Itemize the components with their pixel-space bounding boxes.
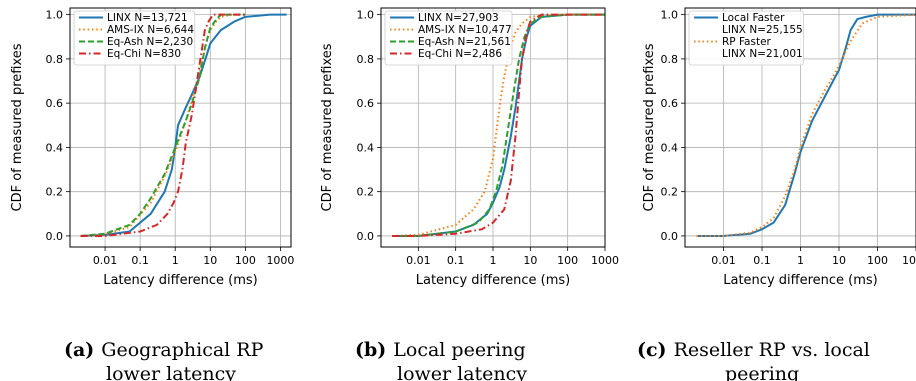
x-tick-label: 1000 <box>266 254 294 267</box>
legend-label-4: Eq-Chi N=2,486 <box>418 48 502 60</box>
y-axis-label: CDF of measured prefixes <box>642 43 657 211</box>
y-tick-label: 1.0 <box>661 9 679 22</box>
legend-label-1: LINX N=13,721 <box>107 12 188 24</box>
legend <box>384 10 513 66</box>
caption-letter: (b) <box>355 339 386 361</box>
x-tick-label: 1 <box>490 254 497 267</box>
y-tick-label: 0.4 <box>661 141 679 154</box>
series-line-4 <box>80 13 246 237</box>
caption-line-2: peering <box>725 363 799 381</box>
series-line-3 <box>80 13 246 237</box>
x-tick-label: 10 <box>832 254 846 267</box>
series-line-1 <box>80 13 287 237</box>
panel-1: 0.01 0.1 1 10 100 1000 0.0 0.2 0.4 0.6 0.8 1.0 Laten… <box>10 7 294 381</box>
x-axis-label: Latency difference (ms) <box>416 273 571 288</box>
y-tick-label: 0.6 <box>357 97 375 110</box>
caption-line-1: (b) Local peering <box>355 339 526 361</box>
legend-label-2: AMS-IX N=10,477 <box>418 24 512 36</box>
x-tick-label: 10 <box>523 254 537 267</box>
x-tick-label: 1 <box>797 254 804 267</box>
series-line-4 <box>392 13 605 237</box>
caption-line-2: lower latency <box>397 363 527 381</box>
x-tick-label: 100 <box>867 254 888 267</box>
x-axis-label: Latency difference (ms) <box>103 273 258 288</box>
y-axis-label: CDF of measured prefixes <box>320 43 335 211</box>
caption-line-1: (c) Reseller RP vs. local <box>637 339 870 361</box>
legend-label-1: LINX N=25,155 <box>722 24 803 36</box>
legend-label-2: AMS-IX N=6,644 <box>107 24 194 36</box>
y-tick-label: 0.2 <box>357 186 375 199</box>
y-tick-label: 0.0 <box>661 230 679 243</box>
y-tick-label: 0.2 <box>661 186 679 199</box>
axes-frame <box>69 7 292 248</box>
y-tick-label: 0.0 <box>357 230 375 243</box>
y-tick-label: 0.8 <box>46 53 64 66</box>
legend-label-3: Eq-Ash N=2,230 <box>107 36 193 48</box>
caption-text: Geographical RP <box>101 339 263 361</box>
legend-label-4: Eq-Chi N=830 <box>107 48 181 60</box>
y-tick-label: 1.0 <box>46 9 64 22</box>
legend-label-2: RP Faster <box>722 36 772 48</box>
y-tick-label: 0.8 <box>357 53 375 66</box>
y-tick-label: 0.6 <box>661 97 679 110</box>
x-tick-label: 0.1 <box>447 254 465 267</box>
x-tick-label: 1000 <box>591 254 619 267</box>
legend-label-1: LINX N=27,903 <box>418 12 499 24</box>
y-tick-label: 0.6 <box>46 97 64 110</box>
y-tick-label: 0.8 <box>661 53 679 66</box>
caption-text: Local peering <box>393 339 525 361</box>
axes-frame <box>684 7 916 248</box>
caption-letter: (c) <box>637 339 667 361</box>
caption-text: Reseller RP vs. local <box>674 339 870 361</box>
caption-line-1: (a) Geographical RP <box>64 339 264 361</box>
legend <box>73 10 196 66</box>
y-tick-label: 0.0 <box>46 230 64 243</box>
series-line-2 <box>80 13 246 237</box>
y-tick-label: 0.2 <box>46 186 64 199</box>
y-axis-label: CDF of measured prefixes <box>10 43 25 211</box>
y-tick-label: 0.4 <box>46 141 64 154</box>
series-line-2 <box>392 13 605 237</box>
panel-2: 0.01 0.1 1 10 100 1000 0.0 0.2 0.4 0.6 0.8 1.0 Laten… <box>320 7 619 381</box>
y-tick-label: 0.4 <box>357 141 375 154</box>
series-line-1 <box>696 13 916 237</box>
x-tick-label: 10 <box>203 254 217 267</box>
x-axis-label: Latency difference (ms) <box>723 273 878 288</box>
legend-label-2: LINX N=21,001 <box>722 48 803 60</box>
panel-3: 0.01 0.1 1 10 100 1000 0.0 0.2 0.4 0.6 0.8 1.0 Laten… <box>637 7 916 381</box>
x-tick-label: 100 <box>235 254 256 267</box>
y-tick-label: 1.0 <box>357 9 375 22</box>
legend <box>688 10 804 66</box>
legend-label-1: Local Faster <box>722 12 785 24</box>
x-tick-label: 0.1 <box>131 254 149 267</box>
legend-label-3: Eq-Ash N=21,561 <box>418 36 511 48</box>
series-line-2 <box>696 13 916 237</box>
caption-line-2: lower latency <box>106 363 236 381</box>
x-tick-label: 1000 <box>902 254 916 267</box>
x-tick-label: 100 <box>557 254 578 267</box>
x-tick-label: 1 <box>172 254 179 267</box>
x-tick-label: 0.01 <box>93 254 118 267</box>
x-tick-label: 0.01 <box>406 254 431 267</box>
caption-letter: (a) <box>64 339 94 361</box>
axes-frame <box>380 7 606 248</box>
x-tick-label: 0.01 <box>711 254 736 267</box>
x-tick-label: 0.1 <box>753 254 771 267</box>
